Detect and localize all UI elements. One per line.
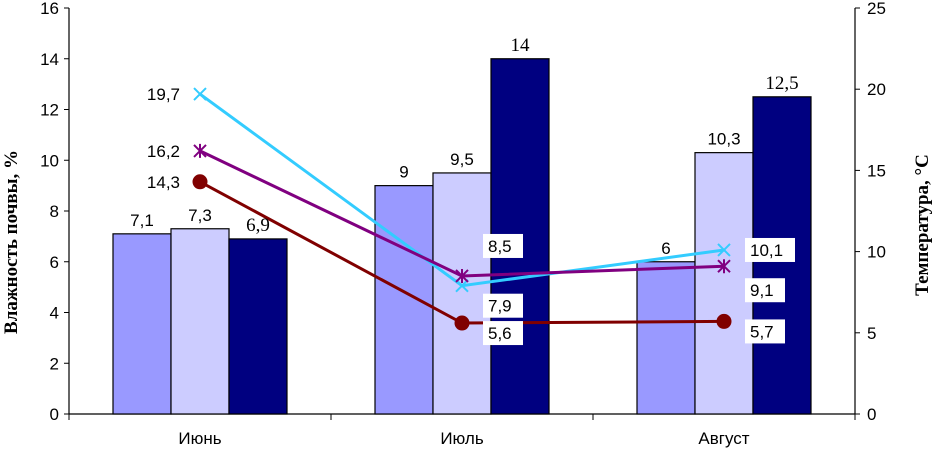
left-tick-label: 12 xyxy=(40,101,59,120)
left-tick-label: 16 xyxy=(40,0,59,18)
bar xyxy=(170,228,230,415)
left-tick-label: 10 xyxy=(40,151,59,170)
line-data-label: 5,7 xyxy=(750,322,774,341)
line-label-box xyxy=(745,319,785,344)
bar xyxy=(636,261,696,415)
right-tick-label: 10 xyxy=(867,243,886,262)
bar-data-label: 9,5 xyxy=(450,150,474,169)
line-data-label: 9,1 xyxy=(750,281,774,300)
line-data-label: 16,2 xyxy=(147,142,180,161)
left-tick-label: 8 xyxy=(50,202,59,221)
line-label-box xyxy=(483,293,523,318)
line-label-box xyxy=(745,237,795,262)
bar-data-label: 7,3 xyxy=(188,206,212,225)
bar-data-label: 12,5 xyxy=(765,73,798,94)
line-marker-circle xyxy=(192,174,208,190)
bar-data-label: 6,9 xyxy=(246,215,270,236)
line-data-label: 14,3 xyxy=(147,173,180,192)
bar xyxy=(112,233,172,415)
bar xyxy=(228,238,288,415)
left-tick-label: 2 xyxy=(50,354,59,373)
line-label-box xyxy=(745,278,785,303)
line-data-label: 19,7 xyxy=(147,85,180,104)
data-labels: 7,1 9 6 7,3 9,5 10,3 6,9 14 12,5 19,7 7,9 10,1 16,2 8… xyxy=(130,35,799,346)
left-tick-label: 4 xyxy=(50,304,59,323)
x-tick-label: Июнь xyxy=(178,429,221,448)
line-label-box xyxy=(483,233,523,258)
left-tick-label: 0 xyxy=(50,405,59,424)
bar-data-label: 10,3 xyxy=(707,130,740,149)
bar-data-label: 9 xyxy=(399,163,408,182)
line-data-label: 7,9 xyxy=(488,297,512,316)
line-marker-star xyxy=(193,143,207,158)
right-tick-label: 0 xyxy=(867,405,876,424)
bar-data-label: 7,1 xyxy=(130,211,154,230)
line-marker-circle xyxy=(716,313,732,329)
line-marker-circle xyxy=(454,315,470,331)
x-tick-label: Август xyxy=(698,429,749,448)
bar-data-label: 14 xyxy=(511,35,531,56)
line-data-label: 8,5 xyxy=(488,237,512,256)
x-tick-label: Июль xyxy=(440,429,484,448)
line-data-label: 10,1 xyxy=(750,241,783,260)
right-tick-label: 15 xyxy=(867,161,886,180)
lines xyxy=(192,87,732,331)
bar xyxy=(432,172,492,415)
line-marker-x xyxy=(455,278,469,293)
bars xyxy=(112,58,812,415)
right-tick-label: 25 xyxy=(867,0,886,18)
axes: 0 2 4 6 8 10 12 14 16 0 5 10 15 20 25 Июнь Июль Август xyxy=(40,0,886,448)
line-marker-x xyxy=(717,243,731,257)
line-label-box xyxy=(483,321,523,346)
left-tick-label: 6 xyxy=(50,253,59,272)
right-tick-label: 20 xyxy=(867,80,886,99)
right-axis-title: Температура, °С xyxy=(912,154,933,296)
bar xyxy=(374,185,434,415)
line-data-label: 5,6 xyxy=(488,324,512,343)
left-axis-title: Влажность почвы, % xyxy=(1,150,22,334)
line-marker-star xyxy=(455,268,469,283)
right-tick-label: 5 xyxy=(867,324,876,343)
line-marker-star xyxy=(717,259,731,274)
bar xyxy=(694,152,754,415)
left-tick-label: 14 xyxy=(40,50,59,69)
bar-data-label: 6 xyxy=(661,239,670,258)
line-marker-x xyxy=(193,87,207,101)
